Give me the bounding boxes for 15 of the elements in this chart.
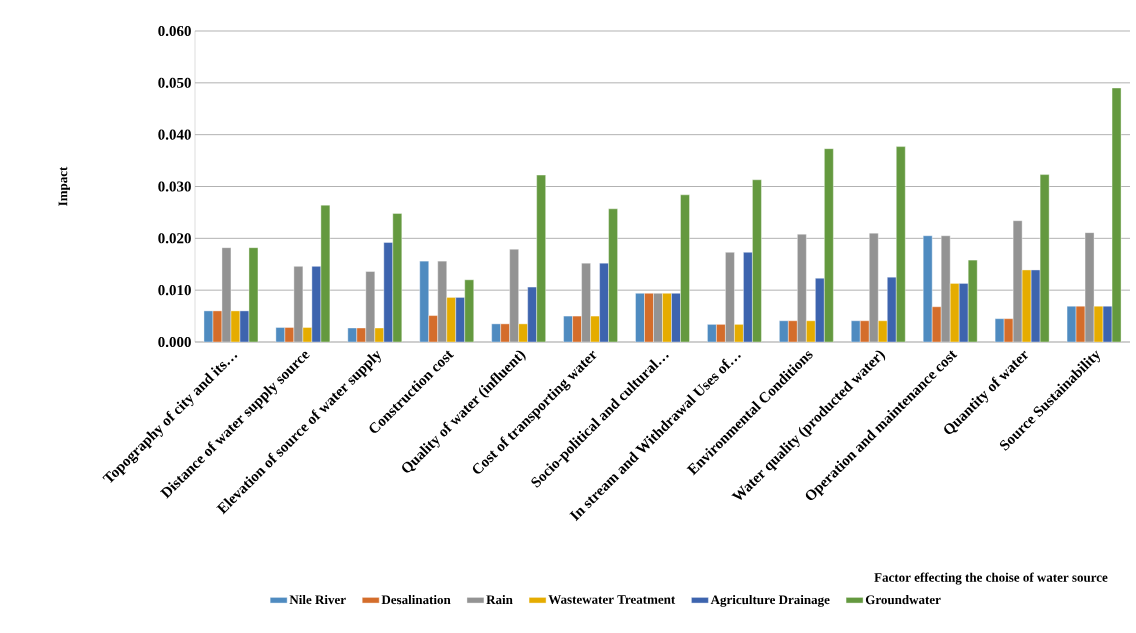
legend-label: Wastewater Treatment: [548, 595, 676, 604]
x-axis-title: Factor effecting the choise of water source: [874, 572, 1108, 585]
y-tick-label: 0.020: [158, 233, 191, 244]
legend-label: Desalination: [381, 594, 451, 605]
y-axis-title: Impact: [58, 166, 70, 206]
y-tick-label: 0.010: [158, 285, 191, 296]
y-tick-label: 0.000: [158, 336, 191, 348]
y-tick-label: 0.030: [158, 181, 191, 192]
y-tick-label: 0.060: [158, 25, 191, 37]
legend-label: Rain: [486, 594, 513, 605]
legend-label: Agriculture Drainage: [710, 594, 830, 607]
legend-label: Nile River: [289, 594, 346, 605]
y-tick-label: 0.050: [158, 77, 191, 88]
legend-label: Groundwater: [865, 594, 941, 605]
y-tick-label: 0.040: [158, 129, 191, 140]
